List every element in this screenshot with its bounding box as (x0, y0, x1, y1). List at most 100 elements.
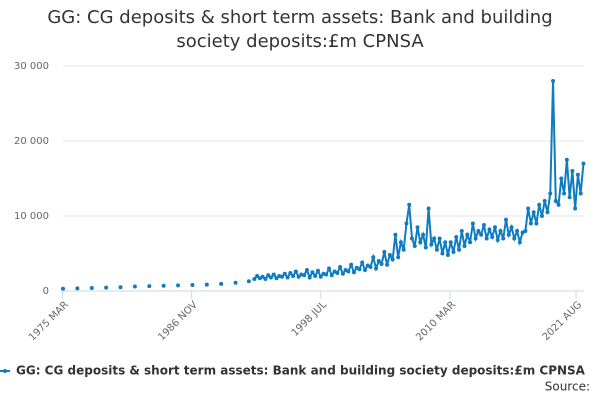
point (147, 284, 152, 289)
chart-title: GG: CG deposits & short term assets: Ban… (47, 7, 553, 52)
point (304, 268, 309, 272)
point (118, 285, 123, 290)
point (260, 274, 265, 279)
point (75, 286, 80, 291)
point (434, 247, 439, 252)
y-tick-label: 30 000 (14, 61, 49, 72)
point (335, 271, 340, 275)
point (360, 260, 365, 265)
point (418, 240, 423, 245)
point (564, 157, 569, 162)
point (390, 257, 395, 262)
point (89, 286, 94, 290)
point (61, 286, 65, 291)
point (528, 221, 533, 226)
point (440, 251, 445, 256)
point (551, 79, 556, 83)
point (581, 161, 586, 166)
point (324, 272, 329, 277)
x-tick-label: 1998 JUL (290, 299, 330, 339)
point (338, 265, 343, 269)
point (393, 232, 398, 237)
point (318, 274, 323, 279)
point (351, 270, 356, 275)
point (570, 169, 575, 173)
point (190, 283, 195, 287)
point (548, 191, 553, 196)
point (451, 250, 456, 254)
point (562, 191, 567, 196)
point (484, 236, 489, 241)
point (437, 236, 442, 241)
y-tick-label: 0 (43, 286, 49, 297)
point (517, 240, 522, 245)
point (415, 225, 420, 230)
point (357, 267, 362, 272)
point (233, 280, 238, 285)
point (263, 277, 268, 281)
point (492, 225, 497, 230)
x-tick-label: 2010 MAR (414, 299, 458, 343)
point (396, 255, 401, 260)
point (219, 281, 224, 286)
point (445, 253, 450, 257)
point (476, 229, 481, 233)
point (495, 238, 500, 242)
point (296, 274, 301, 279)
point (545, 210, 550, 215)
point (454, 235, 459, 239)
point (379, 262, 384, 266)
point (412, 244, 417, 248)
point (553, 199, 558, 203)
point (470, 221, 475, 226)
point (542, 199, 547, 203)
point (374, 266, 379, 271)
point (468, 240, 473, 245)
point (268, 275, 273, 280)
point (429, 242, 434, 247)
point (423, 245, 428, 250)
y-tick-label: 20 000 (14, 136, 49, 147)
point (340, 271, 345, 276)
point (515, 229, 520, 233)
point (559, 176, 564, 181)
point (382, 250, 387, 254)
point (575, 172, 580, 177)
point (506, 232, 511, 237)
x-tick-label: 1975 MAR (27, 299, 71, 343)
point (246, 279, 251, 284)
point (280, 274, 285, 279)
point (459, 229, 464, 233)
point (274, 276, 279, 281)
point (539, 214, 544, 218)
point (556, 202, 561, 207)
point (473, 236, 478, 241)
point (578, 191, 583, 196)
point (266, 273, 271, 278)
point (498, 229, 503, 233)
point (371, 255, 376, 260)
point (104, 285, 109, 290)
point (271, 272, 276, 277)
point (537, 202, 542, 207)
point (404, 221, 409, 226)
point (282, 271, 287, 276)
point (409, 236, 414, 241)
point (368, 265, 373, 269)
point (349, 262, 354, 267)
point (573, 206, 578, 211)
point (462, 244, 467, 248)
point (176, 283, 181, 288)
point (531, 210, 536, 215)
point (465, 232, 470, 237)
point (255, 274, 260, 278)
point (346, 269, 351, 274)
point (443, 240, 448, 245)
point (457, 247, 462, 252)
point (252, 277, 257, 281)
point (567, 195, 572, 200)
point (490, 235, 495, 239)
point (161, 283, 166, 288)
point (479, 232, 484, 237)
